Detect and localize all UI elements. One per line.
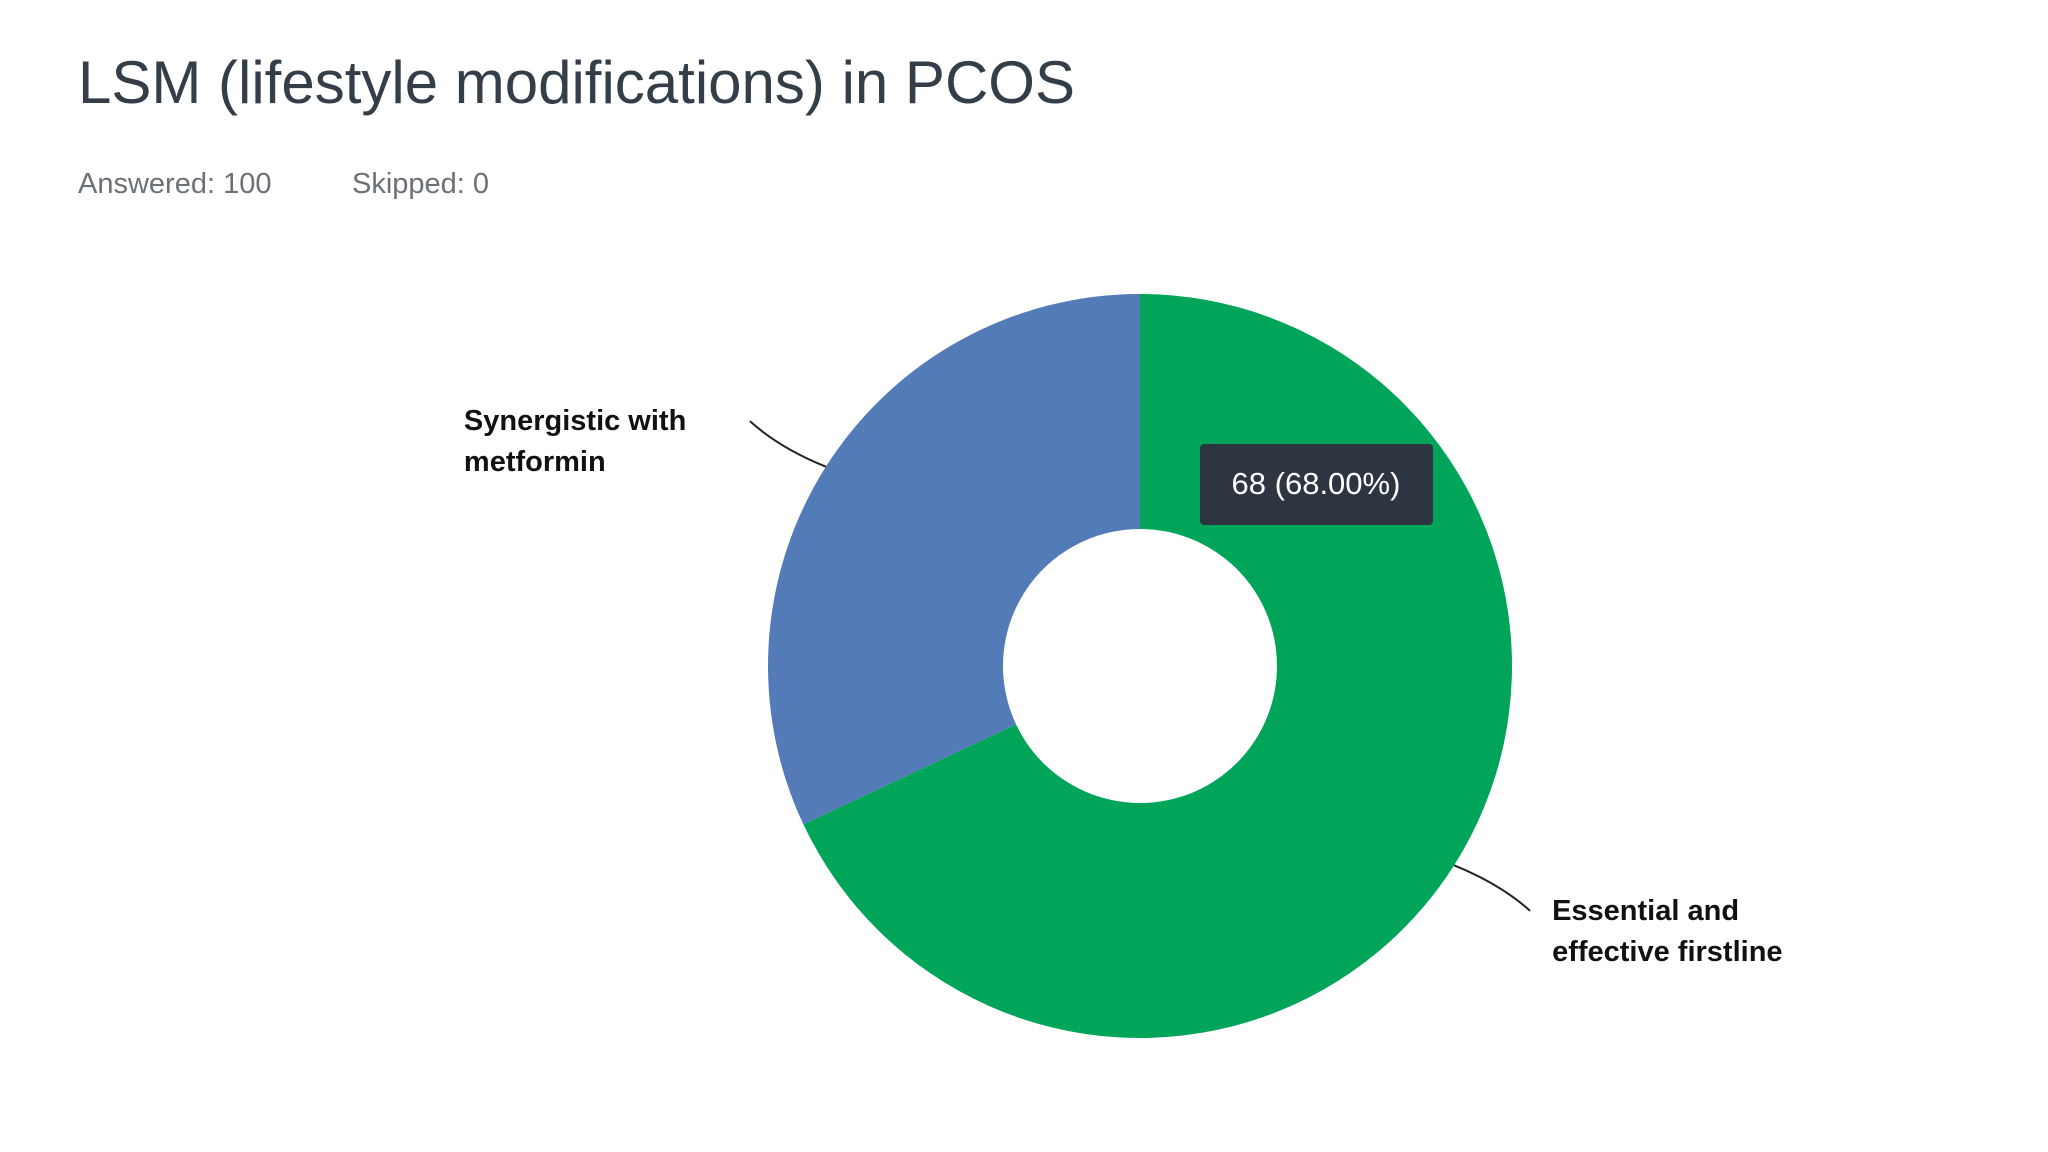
skipped-count: Skipped: 0: [352, 168, 490, 200]
slice-label: Synergistic with metformin: [463, 405, 687, 479]
tooltip-box: [1200, 444, 1433, 525]
slice-label: Essential and effective firstline: [1552, 894, 1783, 968]
leader-line: [749, 420, 827, 468]
tooltip-text: 68 (68.00%): [1232, 466, 1401, 501]
chart-title: LSM (lifestyle modifications) in PCOS: [78, 49, 1075, 116]
answered-count: Answered: 100: [78, 168, 272, 200]
donut-slice: [767, 294, 1140, 825]
leader-line: [1453, 864, 1531, 912]
